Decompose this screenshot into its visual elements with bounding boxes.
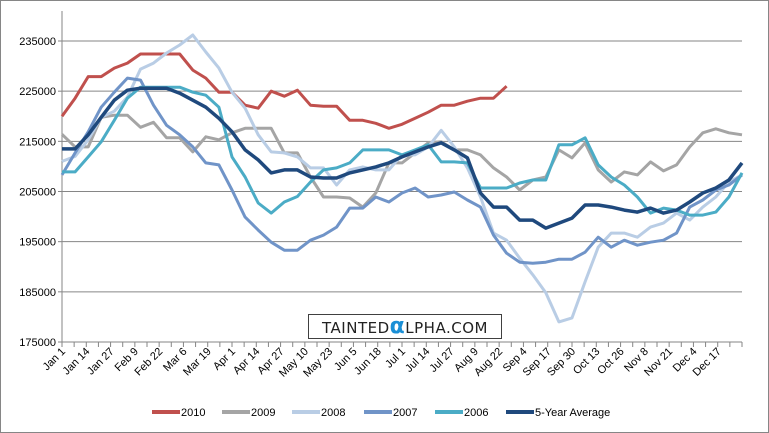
y-tick-label: 195000 [19,237,56,249]
legend-label: 2009 [251,407,275,419]
legend-label: 2007 [393,407,417,419]
legend-label: 2006 [464,407,488,419]
legend-label: 2010 [181,407,205,419]
x-tick-label: Jun 18 [352,346,384,378]
y-axis: 175000 185000 195000 205000 215000 225000 2350… [19,11,63,349]
series-line-5-year-average [62,86,744,230]
legend-label: 5-Year Average [535,407,610,419]
x-tick-label: Jul 27 [427,346,456,375]
y-tick-label: 175000 [19,337,56,349]
legend-item: 2010 [152,407,205,419]
legend-item: 2007 [364,407,417,419]
watermark-logo: TAINTEDαLPHA.COM [308,314,502,339]
x-tick-label: Jan 27 [85,346,117,378]
legend-item: 5-Year Average [506,407,610,419]
y-tick-label: 205000 [19,187,56,199]
legend-item: 2008 [292,407,345,419]
series-line-2008 [61,33,743,324]
legend-item: 2009 [222,407,275,419]
series-line-2010 [60,52,508,130]
series-line-2006 [62,85,744,217]
y-tick-label: 185000 [19,287,56,299]
x-tick-label: Jul 14 [403,346,432,375]
x-tick-label: Feb 22 [133,346,166,379]
y-tick-label: 235000 [19,36,56,48]
x-tick-label: Mar 19 [181,346,214,379]
x-tick-label: Oct 26 [595,346,626,377]
gridlines [62,40,742,293]
legend-item: 2006 [435,407,488,419]
series-line-2009 [60,113,743,209]
legend-label: 2008 [321,407,345,419]
y-tick-label: 215000 [19,136,56,148]
y-tick-label: 225000 [19,86,56,98]
series-line-2007 [60,76,743,265]
series-lines [60,33,744,324]
legend: 2010 2009 2008 2007 2006 5-Year Average [152,407,610,419]
